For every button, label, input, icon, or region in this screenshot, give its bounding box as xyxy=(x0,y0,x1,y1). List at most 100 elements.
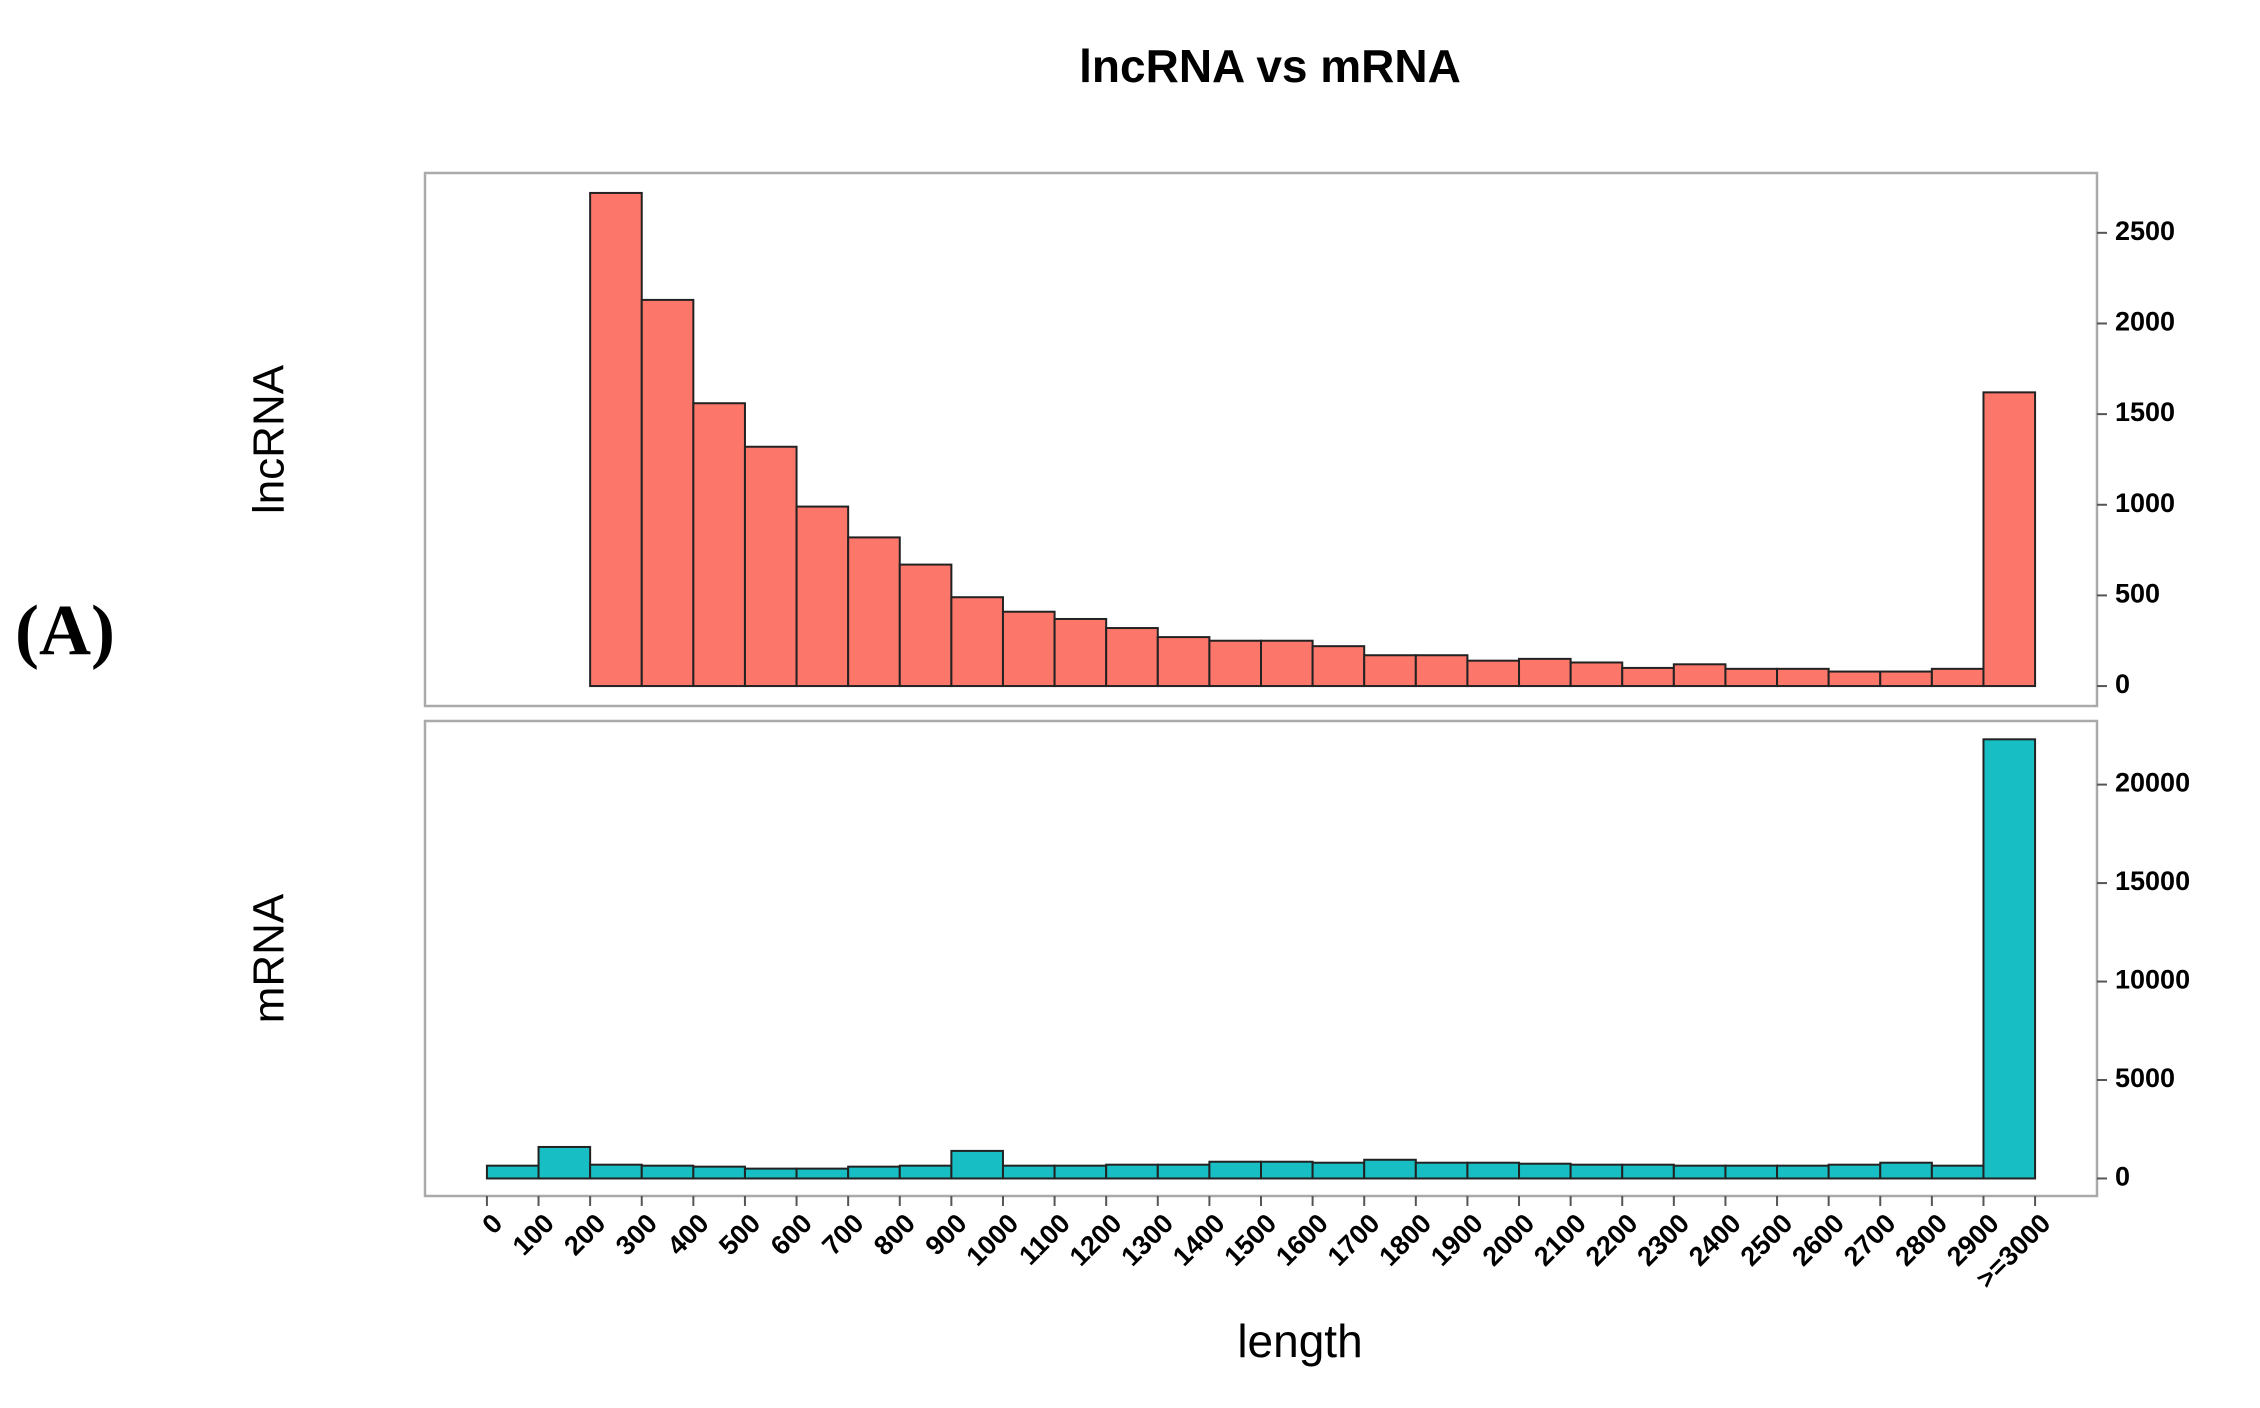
x-tick-label: 0 xyxy=(476,1208,508,1240)
x-tick-label: 1700 xyxy=(1322,1208,1386,1272)
bar xyxy=(898,563,953,688)
y-tick-label: 0 xyxy=(2115,669,2130,699)
y-axis-label: mRNA xyxy=(245,893,294,1023)
panel-frame xyxy=(423,171,2099,708)
y-tick-label: 1000 xyxy=(2115,488,2175,518)
bar xyxy=(1311,1161,1366,1180)
bar xyxy=(795,1167,850,1180)
bar xyxy=(1776,667,1830,688)
bar xyxy=(1518,1162,1572,1180)
chart-title: lncRNA vs mRNA xyxy=(1079,40,1461,92)
bar xyxy=(1827,670,1882,688)
y-tick-label: 1500 xyxy=(2115,397,2175,427)
panel-frame xyxy=(423,719,2099,1198)
bar xyxy=(1776,1164,1830,1180)
x-axis-label: length xyxy=(1237,1315,1362,1367)
bar xyxy=(1930,1164,1985,1180)
bar xyxy=(1414,654,1469,688)
bar xyxy=(1208,639,1262,688)
bar xyxy=(1621,1163,1675,1180)
bar xyxy=(1001,1164,1056,1180)
y-tick-label: 15000 xyxy=(2115,866,2190,896)
x-tick-label: 2300 xyxy=(1631,1208,1695,1272)
bar xyxy=(743,445,798,688)
bar xyxy=(1001,610,1056,688)
x-tick-label: 800 xyxy=(868,1208,921,1261)
bar xyxy=(950,596,1004,688)
y-tick-label: 2500 xyxy=(2115,216,2175,246)
bar xyxy=(1260,639,1314,688)
x-tick-label: 2800 xyxy=(1889,1208,1953,1272)
x-tick-label: 600 xyxy=(765,1208,818,1261)
bar xyxy=(1518,657,1572,688)
bar xyxy=(589,1163,643,1180)
x-tick-label: 2100 xyxy=(1528,1208,1592,1272)
bar xyxy=(1466,1161,1521,1180)
y-tick-label: 2000 xyxy=(2115,307,2175,337)
panel-label: (A) xyxy=(15,591,115,671)
bar xyxy=(1672,663,1727,688)
bar xyxy=(1363,1158,1417,1180)
bar xyxy=(1827,1163,1882,1180)
x-tick-label: 1100 xyxy=(1013,1208,1076,1271)
x-tick-label: 2500 xyxy=(1735,1208,1799,1272)
bar xyxy=(847,536,901,688)
bar xyxy=(1621,666,1675,688)
bar xyxy=(692,1165,746,1180)
bar xyxy=(1724,1164,1779,1180)
bar xyxy=(898,1164,953,1180)
bar xyxy=(1156,636,1211,688)
bar xyxy=(1982,391,2037,688)
x-tick-label: 1600 xyxy=(1270,1208,1334,1272)
bar xyxy=(692,402,746,688)
x-tick-label: 1500 xyxy=(1219,1208,1283,1272)
x-tick-label: 2200 xyxy=(1580,1208,1644,1272)
bar xyxy=(589,191,643,688)
x-tick-label: 1900 xyxy=(1425,1208,1489,1272)
y-tick-label: 5000 xyxy=(2115,1063,2175,1093)
bar xyxy=(1363,654,1417,688)
y-tick-label: 0 xyxy=(2115,1162,2130,1192)
bar xyxy=(1260,1160,1314,1180)
bar xyxy=(485,1164,540,1180)
bar xyxy=(1053,1164,1108,1180)
bar xyxy=(950,1149,1004,1180)
bar xyxy=(640,298,695,688)
bar xyxy=(1105,1163,1159,1180)
x-tick-label: 1000 xyxy=(961,1208,1025,1272)
bar xyxy=(1879,1161,1933,1180)
bar xyxy=(1569,1163,1624,1180)
bar xyxy=(1879,670,1933,688)
x-tick-label: 1300 xyxy=(1115,1208,1179,1272)
x-tick-label: 1400 xyxy=(1167,1208,1231,1272)
x-tick-label: 2700 xyxy=(1838,1208,1902,1272)
x-tick-label: 500 xyxy=(713,1208,766,1261)
x-tick-label: 1800 xyxy=(1373,1208,1437,1272)
bar xyxy=(1466,659,1521,688)
x-tick-label: 100 xyxy=(507,1208,560,1261)
bar xyxy=(1414,1161,1469,1180)
y-tick-label: 10000 xyxy=(2115,965,2190,995)
y-axis-label: lncRNA xyxy=(245,364,294,514)
x-tick-label: 400 xyxy=(662,1208,715,1261)
bar xyxy=(1569,661,1624,688)
bar xyxy=(1311,645,1366,688)
bar xyxy=(640,1164,695,1180)
bar xyxy=(1982,738,2037,1180)
y-tick-label: 20000 xyxy=(2115,768,2190,798)
bar xyxy=(847,1165,901,1180)
x-tick-label: 2000 xyxy=(1477,1208,1541,1272)
x-tick-label: 700 xyxy=(816,1208,869,1261)
x-tick-label: 2400 xyxy=(1683,1208,1747,1272)
bar xyxy=(1156,1163,1211,1180)
bar xyxy=(1672,1164,1727,1180)
bar xyxy=(743,1167,798,1180)
bar xyxy=(537,1145,592,1180)
x-tick-label: 1200 xyxy=(1064,1208,1128,1272)
x-tick-label: 200 xyxy=(558,1208,611,1261)
bar xyxy=(1053,617,1108,688)
bar xyxy=(1930,667,1985,688)
bar xyxy=(795,505,850,688)
bar xyxy=(1105,627,1159,688)
